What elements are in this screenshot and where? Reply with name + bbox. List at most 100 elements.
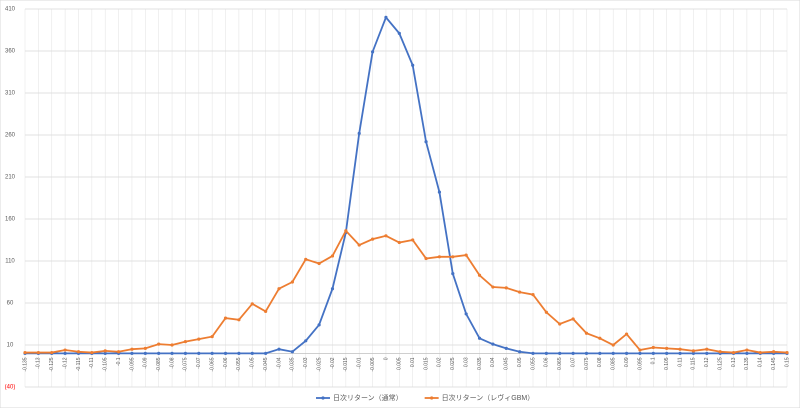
data-point	[491, 342, 495, 346]
data-point	[411, 63, 415, 67]
data-point	[103, 351, 107, 355]
x-tick-label: 0.095	[637, 357, 643, 370]
data-point	[424, 256, 428, 261]
legend-marker	[321, 396, 325, 400]
data-point	[157, 351, 161, 355]
data-point	[397, 240, 401, 245]
x-tick-label: 0.015	[423, 357, 429, 370]
x-tick-label: -0.105	[103, 357, 109, 371]
x-tick-label: -0.135	[22, 357, 28, 371]
series-line	[25, 229, 788, 354]
data-point	[584, 331, 589, 335]
data-point	[451, 272, 455, 276]
data-point	[237, 351, 241, 355]
data-point	[437, 255, 442, 259]
data-point	[651, 351, 655, 355]
x-tick-label: -0.11	[89, 357, 95, 368]
data-point	[290, 350, 294, 354]
data-point	[277, 287, 281, 291]
x-tick-label: 0.04	[490, 357, 496, 367]
x-tick-label: -0.03	[303, 357, 309, 369]
legend-label: 日次リターン（通常）	[333, 393, 403, 402]
data-point	[370, 50, 375, 54]
x-tick-label: -0.005	[370, 357, 376, 371]
data-point	[304, 339, 308, 343]
data-point	[651, 345, 655, 350]
data-point	[223, 351, 228, 355]
data-point	[116, 350, 121, 354]
data-point	[210, 351, 214, 355]
x-tick-label: -0.06	[223, 357, 229, 369]
data-point	[237, 318, 241, 322]
data-point	[571, 351, 575, 355]
data-point	[665, 351, 669, 355]
data-point	[183, 340, 188, 344]
y-tick-label: 360	[5, 49, 16, 55]
x-tick-label: -0.115	[76, 357, 82, 371]
data-point	[451, 255, 455, 259]
data-point	[758, 350, 762, 355]
data-point	[330, 287, 335, 291]
data-point	[290, 280, 294, 284]
x-tick-label: 0.02	[437, 357, 443, 367]
x-tick-label: 0.08	[597, 357, 603, 367]
data-point	[611, 343, 615, 347]
x-tick-label: 0.045	[504, 357, 510, 370]
x-tick-label: 0.01	[410, 357, 416, 367]
x-tick-label: 0.125	[717, 357, 723, 370]
x-tick-label: 0.035	[477, 357, 483, 370]
data-point	[304, 257, 308, 261]
data-point	[183, 351, 188, 355]
x-tick-label: 0.07	[570, 357, 576, 367]
x-tick-label: 0	[383, 357, 389, 360]
data-point	[464, 253, 468, 257]
x-tick-label: 0.065	[557, 357, 563, 370]
x-tick-label: -0.08	[169, 357, 175, 369]
data-point	[103, 349, 107, 353]
x-tick-label: -0.12	[62, 357, 68, 369]
data-point	[317, 323, 321, 327]
data-point	[611, 351, 615, 355]
x-tick-label: -0.07	[196, 357, 202, 369]
data-point	[691, 351, 696, 355]
data-point	[718, 350, 722, 354]
y-tick-label: 210	[5, 175, 16, 181]
data-point	[678, 351, 682, 355]
data-point	[36, 350, 40, 355]
x-tick-label: -0.015	[343, 357, 349, 371]
x-tick-label: 0.145	[771, 357, 777, 370]
data-point	[745, 351, 749, 355]
data-point	[731, 350, 736, 355]
series-line	[25, 15, 787, 355]
x-tick-label: 0.105	[664, 357, 670, 370]
data-point	[170, 343, 174, 347]
data-point	[344, 229, 348, 233]
y-tick-label: 60	[7, 301, 14, 307]
data-point	[264, 351, 268, 355]
data-point	[384, 234, 388, 238]
data-point	[23, 350, 27, 355]
data-point	[63, 348, 67, 352]
data-point	[357, 243, 361, 247]
data-point	[705, 347, 709, 351]
data-point	[624, 332, 629, 336]
y-tick-label: 310	[5, 91, 16, 97]
data-point	[157, 342, 161, 346]
data-point	[531, 293, 535, 297]
y-tick-label: (40)	[5, 385, 16, 391]
data-point	[491, 285, 495, 289]
x-tick-label: 0.06	[544, 357, 550, 367]
data-point	[210, 335, 214, 339]
x-tick-label: 0.135	[744, 357, 750, 370]
x-tick-label: 0.085	[611, 357, 617, 370]
x-tick-label: -0.065	[209, 357, 215, 371]
x-tick-label: -0.085	[156, 357, 162, 371]
data-point	[598, 351, 602, 355]
data-point	[50, 350, 54, 355]
x-tick-label: 0.075	[584, 357, 590, 370]
data-point	[705, 351, 709, 355]
data-point	[624, 351, 629, 355]
data-point	[437, 190, 442, 194]
x-tick-label: -0.09	[143, 357, 149, 369]
